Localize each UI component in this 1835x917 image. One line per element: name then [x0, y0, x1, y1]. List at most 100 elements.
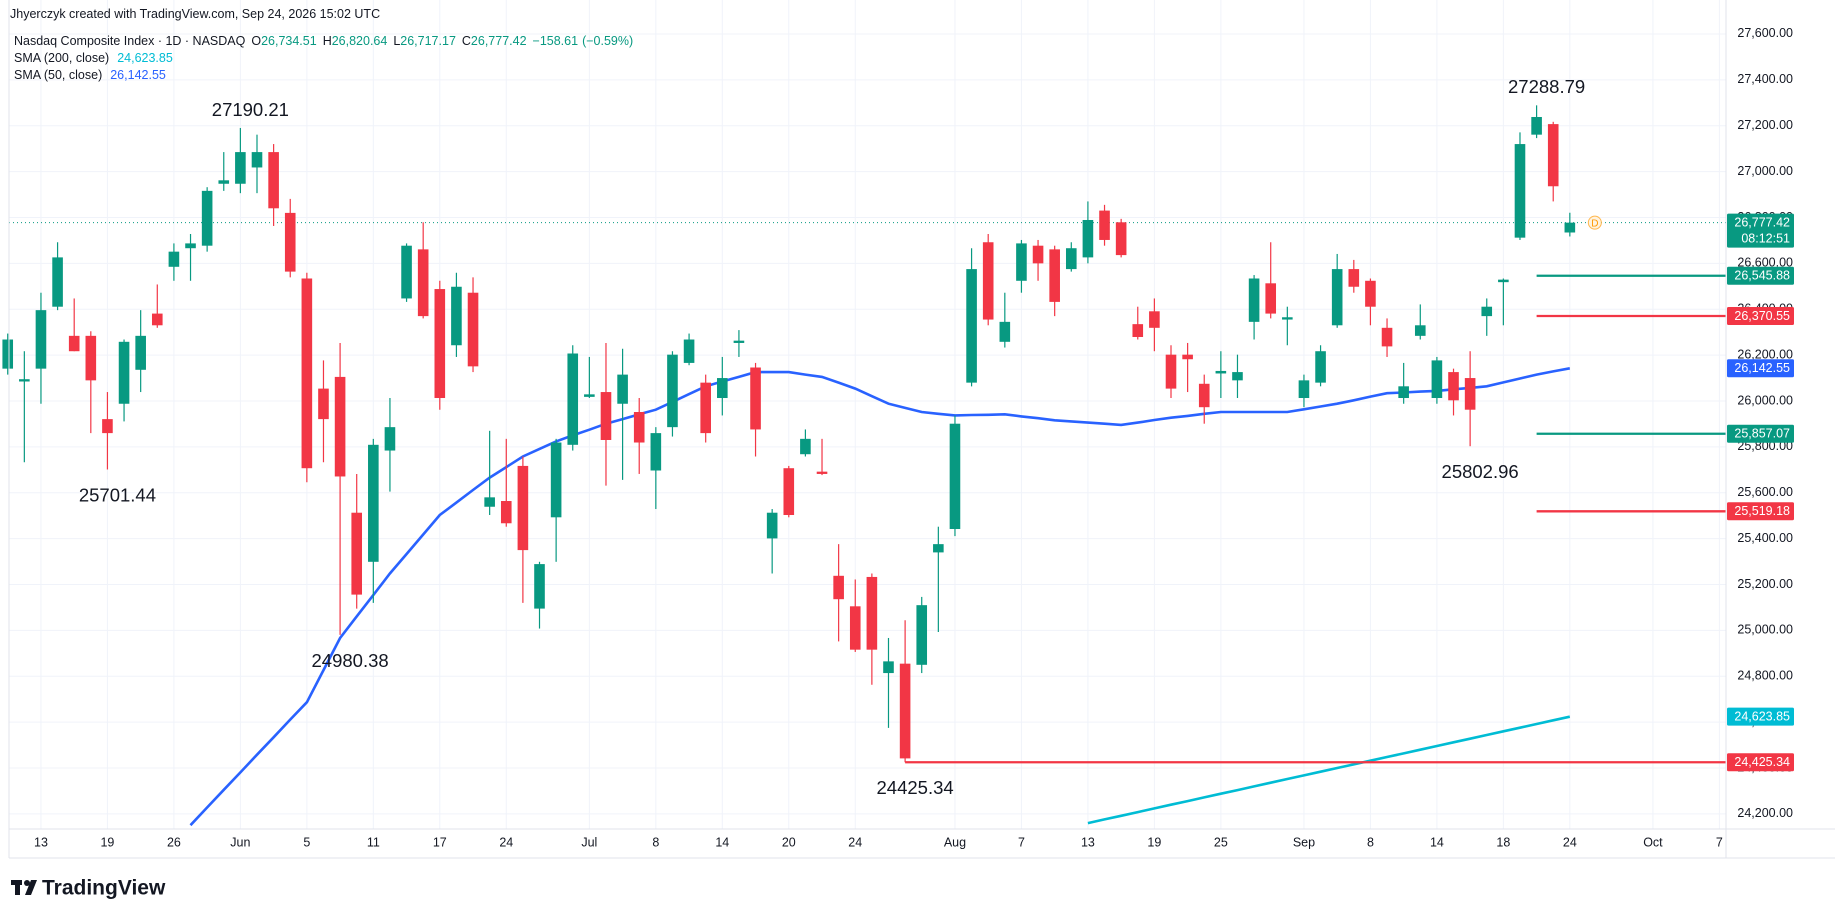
x-tick-label: Jul	[581, 835, 597, 849]
candle-body	[700, 382, 711, 434]
price-annotation: 25701.44	[79, 484, 156, 505]
candle-body	[1115, 222, 1127, 256]
price-tag	[1727, 213, 1794, 248]
candle-body	[800, 438, 811, 455]
candle-body	[1464, 378, 1476, 410]
x-tick-label: 24	[848, 835, 862, 849]
candles	[2, 105, 1576, 763]
candle-body	[1198, 383, 1210, 408]
candle-body	[650, 433, 662, 471]
candle-body	[1381, 327, 1393, 347]
legend-value: 26,717.17	[400, 34, 456, 48]
x-tick-label: Oct	[1643, 835, 1663, 849]
y-tick-label: 27,600.00	[1737, 26, 1793, 40]
x-tick-label: 19	[1147, 835, 1161, 849]
candle-body	[1431, 360, 1443, 399]
candle-body	[617, 374, 628, 404]
candle-body	[899, 663, 911, 759]
candle-body	[1331, 269, 1343, 326]
x-tick-label: 19	[100, 835, 114, 849]
price-tag-label: 26,545.88	[1734, 269, 1790, 283]
candle-body	[1448, 372, 1459, 401]
legend-key: O	[251, 34, 262, 48]
x-tick-label: 20	[782, 835, 796, 849]
header: Jhyerczyk created with TradingView.com, …	[10, 7, 381, 21]
y-tick-label: 25,000.00	[1737, 623, 1793, 637]
candle-body	[766, 512, 778, 539]
price-tag-label: 25,857.07	[1734, 427, 1790, 441]
candle-body	[1398, 386, 1409, 399]
x-tick-label: 14	[715, 835, 729, 849]
candle-body	[633, 412, 645, 443]
legend-value: 26,777.42	[470, 34, 527, 48]
candle-body	[102, 419, 113, 434]
legend-series-name: SMA (200, close)	[14, 51, 110, 65]
legend-series-value: 24,623.85	[117, 51, 173, 65]
candle-body	[68, 335, 80, 352]
candle-body	[982, 242, 994, 320]
candle-body	[52, 257, 63, 307]
candle-body	[1049, 249, 1060, 302]
candle-body	[401, 245, 412, 299]
y-tick-label: 24,200.00	[1737, 806, 1793, 820]
price-tag	[1727, 424, 1794, 443]
legend-value: 26,820.64	[331, 34, 388, 48]
x-tick-label: 24	[499, 835, 513, 849]
price-annotation: 27288.79	[1508, 76, 1585, 97]
price-tag	[1727, 306, 1794, 325]
candle-body	[933, 544, 944, 553]
candle-body	[301, 278, 313, 469]
candle-body	[1149, 311, 1160, 328]
candle-body	[1232, 372, 1243, 381]
candle-body	[451, 286, 462, 346]
candle-body	[1082, 219, 1094, 258]
candle-body	[1182, 354, 1193, 360]
legend: Nasdaq Composite Index · 1D · NASDAQ O26,…	[14, 33, 635, 84]
candle-body	[1298, 380, 1310, 399]
price-annotation: 24425.34	[877, 777, 954, 798]
y-tick-label: 27,200.00	[1737, 118, 1793, 132]
candle-body	[384, 427, 396, 451]
candle-body	[1315, 351, 1326, 383]
candle-body	[251, 152, 263, 168]
sma-line	[1087, 715, 1571, 825]
y-tick-label: 26,600.00	[1737, 256, 1793, 270]
price-tag	[1727, 266, 1794, 285]
candle-body	[883, 661, 894, 674]
legend-key: C	[461, 34, 471, 48]
y-tick-label: 24,800.00	[1737, 669, 1793, 683]
price-axis-bg	[1726, 0, 1835, 829]
price-tag-label: 26,142.55	[1734, 361, 1790, 375]
price-tag	[1727, 707, 1794, 726]
x-tick-label: 14	[1430, 835, 1444, 849]
candle-body	[833, 575, 844, 600]
candle-body	[1498, 279, 1509, 283]
candle-body	[1514, 144, 1526, 238]
legend-series-name: SMA (50, close)	[14, 68, 103, 82]
candle-body	[550, 442, 562, 518]
candle-body	[351, 512, 363, 595]
candle-body	[1348, 269, 1360, 287]
price-annotation: 25802.96	[1442, 461, 1519, 482]
candle-body	[334, 376, 346, 477]
price-annotation: 24980.38	[312, 650, 389, 671]
candle-body	[168, 251, 180, 267]
candle-body	[916, 605, 928, 665]
candle-body	[733, 340, 745, 343]
candle-body	[949, 423, 961, 530]
x-tick-label: 5	[303, 835, 310, 849]
legend-key: L	[393, 34, 401, 48]
candle-body	[434, 289, 446, 399]
x-tick-label: 7	[1018, 835, 1025, 849]
candle-body	[584, 394, 595, 397]
candle-body	[717, 378, 728, 399]
sma-line	[189, 367, 1571, 827]
candle-body	[1365, 280, 1376, 307]
candle-body	[966, 269, 977, 383]
x-tick-label: 7	[1716, 835, 1723, 849]
price-tag-label: 24,623.85	[1734, 709, 1790, 723]
candle-body	[1414, 325, 1426, 336]
legend-row: SMA (50, close) 26,142.55	[14, 67, 635, 84]
candle-body	[866, 576, 878, 650]
